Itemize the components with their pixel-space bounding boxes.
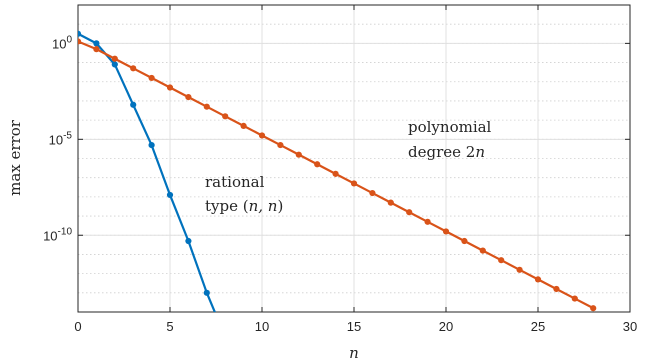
x-tick-label: 5 — [166, 319, 173, 334]
data-point-1 — [93, 46, 100, 53]
data-point-1 — [461, 237, 468, 245]
annotation-rational-var: n, n — [249, 197, 278, 215]
annotation-polynomial-line2: degree 2n — [408, 143, 485, 161]
data-point-0 — [78, 30, 82, 37]
data-point-1 — [387, 199, 394, 206]
data-point-0 — [93, 40, 100, 47]
data-point-1 — [498, 257, 505, 264]
data-point-1 — [166, 84, 174, 91]
x-tick-label: 10 — [255, 319, 269, 334]
series-group — [78, 30, 597, 340]
annotation-rational-line2: type (n, n) — [205, 197, 283, 215]
annotation-rational-suffix: ) — [277, 197, 283, 215]
data-point-1 — [78, 38, 82, 45]
data-point-1 — [534, 276, 542, 283]
data-point-1 — [332, 170, 339, 177]
annotation-rational-prefix: type ( — [205, 197, 249, 215]
x-tick-label: 30 — [623, 319, 637, 334]
data-point-1 — [424, 218, 431, 225]
x-tick-label: 25 — [531, 319, 545, 334]
data-point-0 — [185, 237, 192, 245]
x-tick-label: 0 — [74, 319, 81, 334]
x-axis-label: n — [349, 344, 359, 362]
data-point-1 — [130, 65, 137, 72]
y-tick-exponent: 0 — [66, 34, 72, 45]
data-point-0 — [148, 141, 155, 149]
data-point-1 — [516, 266, 523, 273]
data-point-1 — [185, 94, 192, 101]
y-tick-base: 10 — [43, 228, 57, 243]
data-point-0 — [111, 61, 118, 68]
data-point-1 — [553, 285, 560, 293]
data-point-1 — [295, 151, 302, 158]
data-point-1 — [406, 209, 413, 216]
data-point-1 — [314, 161, 321, 168]
data-point-1 — [571, 295, 578, 302]
annotation-polynomial-prefix: degree 2 — [408, 143, 475, 161]
x-tick-label: 20 — [439, 319, 453, 334]
data-point-1 — [258, 132, 266, 139]
x-tick-labels: 0 5 10 15 20 25 30 — [74, 319, 637, 334]
data-point-0 — [166, 191, 174, 199]
y-tick-base: 10 — [49, 132, 63, 147]
data-point-1 — [148, 74, 155, 82]
data-point-1 — [442, 228, 450, 235]
x-tick-label: 15 — [347, 319, 361, 334]
data-point-1 — [369, 189, 376, 197]
data-point-0 — [222, 334, 228, 340]
y-tick-label: 10-5 — [49, 130, 73, 147]
annotation-rational-line1: rational — [205, 173, 265, 191]
data-point-0 — [130, 101, 137, 108]
data-point-1 — [479, 247, 486, 254]
data-point-1 — [277, 141, 284, 149]
data-point-0 — [203, 289, 210, 296]
y-axis-label: max error — [6, 119, 24, 196]
data-point-1 — [590, 305, 597, 312]
annotation-polynomial-var: n — [475, 143, 485, 161]
major-grid — [78, 5, 630, 312]
y-tick-exponent: -10 — [58, 226, 73, 237]
y-tick-label: 100 — [52, 34, 72, 51]
data-point-1 — [203, 103, 210, 110]
y-tick-label: 10-10 — [43, 226, 72, 243]
data-point-1 — [350, 180, 358, 187]
data-point-1 — [111, 55, 118, 62]
data-point-1 — [240, 122, 247, 129]
y-tick-exponent: -5 — [63, 130, 72, 141]
y-tick-base: 10 — [52, 36, 66, 51]
annotation-polynomial-line1: polynomial — [408, 118, 492, 136]
data-point-1 — [222, 113, 229, 120]
axis-ticks — [77, 5, 631, 312]
